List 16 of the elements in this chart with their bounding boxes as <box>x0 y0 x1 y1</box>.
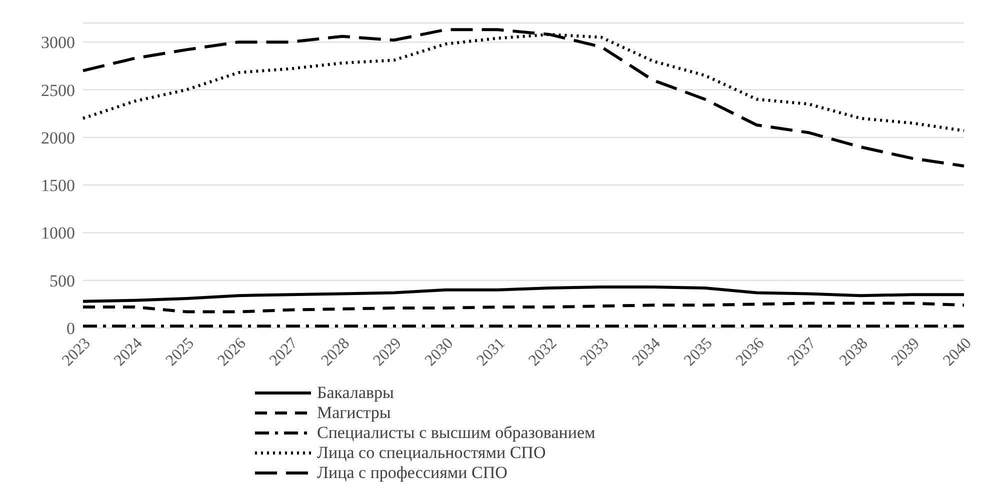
y-tick-label: 0 <box>66 319 75 338</box>
legend-label: Магистры <box>317 403 391 423</box>
legend-label: Специалисты с высшим образованием <box>317 423 596 443</box>
y-tick-label: 2000 <box>41 128 75 148</box>
line-series <box>82 286 966 303</box>
y-tick-label: 500 <box>50 271 75 290</box>
y-tick-label: 1000 <box>41 224 75 243</box>
legend-label: Лица с профессиями СПО <box>317 463 508 483</box>
y-tick-label: 1500 <box>41 176 75 196</box>
legend-label: Лица со специальностями СПО <box>317 443 546 463</box>
line-series <box>82 302 966 314</box>
y-tick-label: 2500 <box>41 80 75 100</box>
legend-label: Бакалавры <box>317 383 394 403</box>
line-series <box>82 28 966 168</box>
y-tick-label: 3000 <box>41 33 75 52</box>
x-tick-label: 2031 <box>474 334 508 370</box>
